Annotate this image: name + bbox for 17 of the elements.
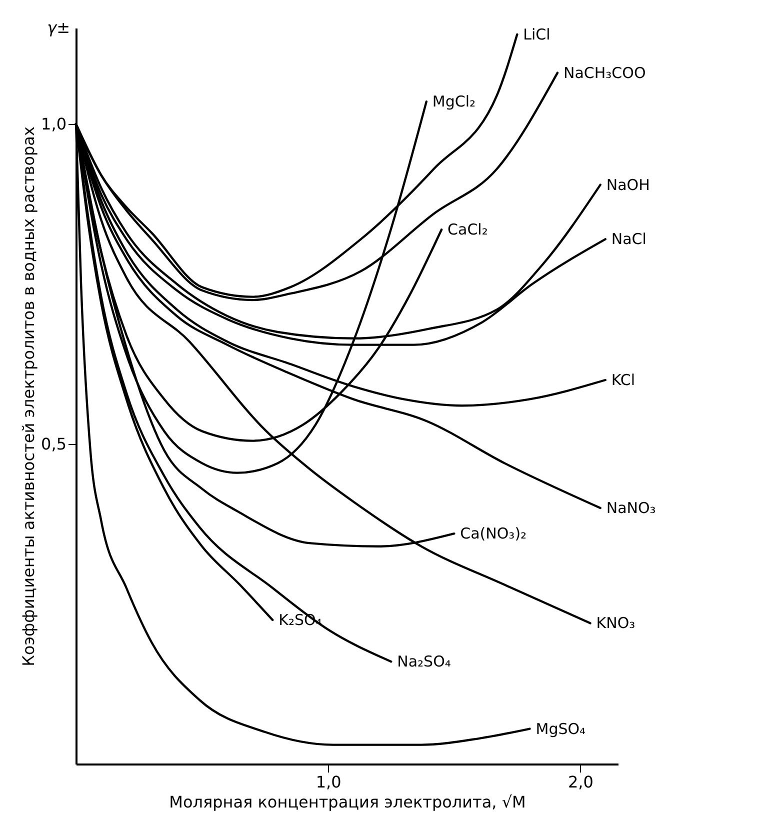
series-label: Ca(NO₃)₂ [460, 524, 527, 543]
text: γ± [47, 18, 70, 37]
y-axis-title: Коэффициенты активностей электролитов в водных растворах [19, 126, 38, 666]
series-label: MgSO₄ [536, 720, 586, 738]
x-tick-label: 2,0 [568, 772, 594, 792]
series-label: NaNO₃ [606, 499, 656, 517]
series-label: KNO₃ [596, 614, 636, 632]
series-label: NaOH [606, 176, 650, 194]
y-tick-label: 0,5 [41, 434, 66, 454]
series-label: NaCl [611, 230, 646, 248]
series-label: CaCl₂ [448, 220, 488, 239]
series-label: KCl [611, 371, 636, 389]
x-axis-title: Молярная концентрация электролита, √M [169, 792, 526, 812]
series-label: MgCl₂ [432, 92, 476, 111]
series-label: LiCl [523, 25, 550, 44]
series-label: NaCH₃COO [564, 64, 646, 82]
series-label: Na₂SO₄ [397, 652, 451, 671]
